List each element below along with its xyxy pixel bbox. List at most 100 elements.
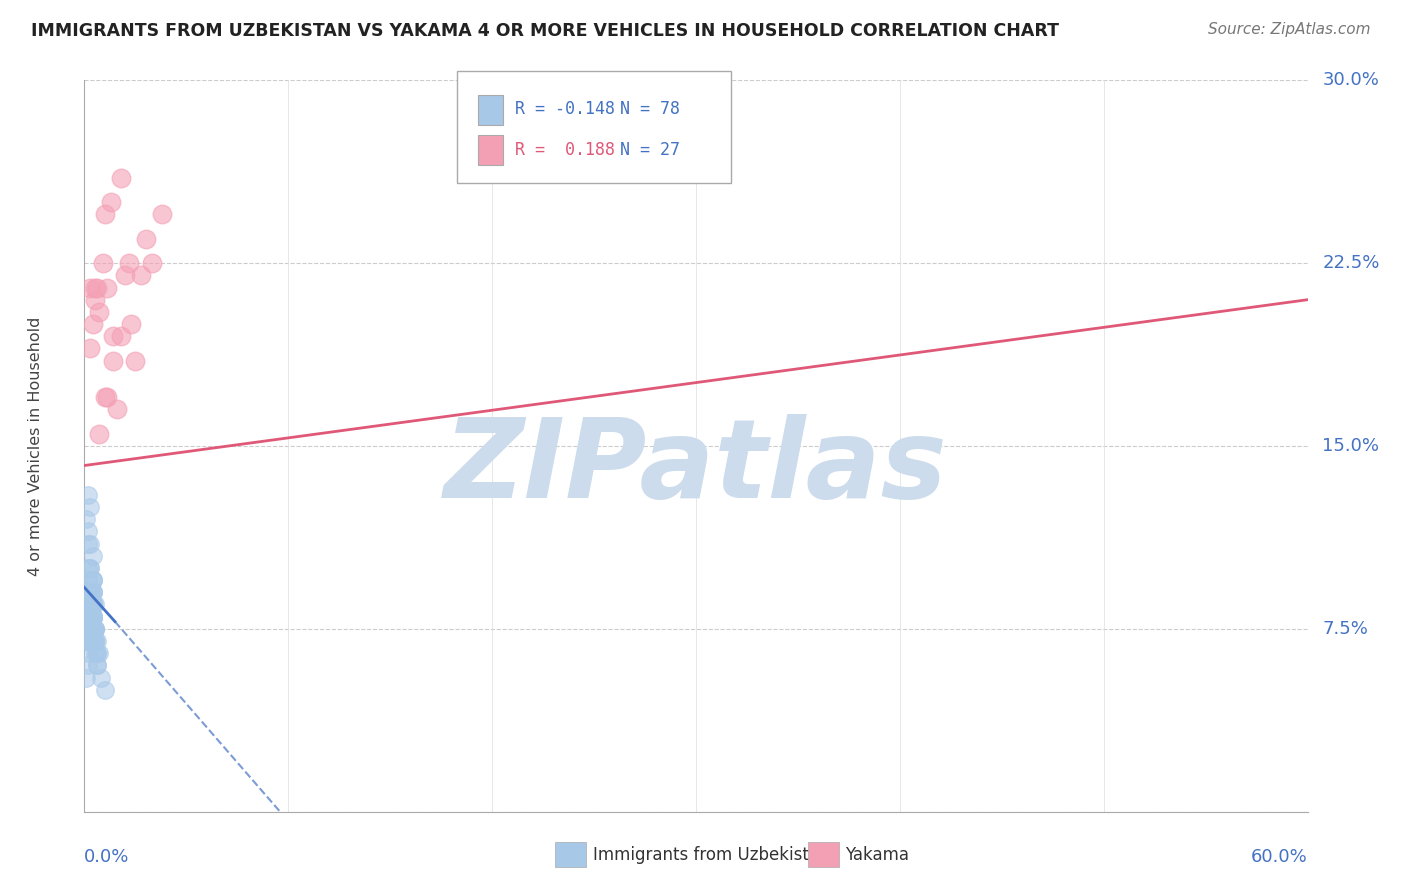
Point (82, 573, 104, 587)
Point (87, 305, 110, 319)
Point (79, 500, 101, 514)
Point (77, 609, 100, 624)
Point (82, 585, 104, 599)
Point (82, 609, 104, 624)
Point (82, 573, 104, 587)
Text: R = -0.148: R = -0.148 (515, 100, 614, 118)
Point (86, 634, 108, 648)
Point (79, 609, 101, 624)
Point (93, 207, 115, 221)
Text: 60.0%: 60.0% (1251, 848, 1308, 866)
Point (79, 622, 101, 636)
Point (83, 622, 105, 636)
Point (77, 609, 100, 624)
Point (83, 634, 105, 648)
Point (75, 598, 97, 612)
Point (77, 646, 100, 660)
Point (77, 573, 100, 587)
Point (83, 634, 105, 648)
Point (79, 609, 101, 624)
Text: 0.0%: 0.0% (84, 848, 129, 866)
Text: Immigrants from Uzbekistan: Immigrants from Uzbekistan (593, 846, 830, 863)
Point (77, 634, 100, 648)
Point (75, 512, 97, 526)
Point (82, 585, 104, 599)
Point (77, 488, 100, 502)
Text: R =  0.188: R = 0.188 (515, 141, 614, 159)
Point (83, 634, 105, 648)
Point (79, 598, 101, 612)
Point (77, 634, 100, 648)
Point (75, 671, 97, 685)
Point (82, 549, 104, 563)
Point (79, 561, 101, 575)
Point (86, 280, 108, 294)
Point (86, 646, 108, 660)
Point (86, 658, 108, 673)
Point (141, 256, 163, 270)
Point (110, 329, 132, 343)
Point (77, 536, 100, 550)
Point (93, 390, 115, 404)
Text: 15.0%: 15.0% (1322, 437, 1379, 455)
Point (77, 524, 100, 539)
Point (79, 585, 101, 599)
Point (82, 609, 104, 624)
Point (82, 622, 104, 636)
Text: IMMIGRANTS FROM UZBEKISTAN VS YAKAMA 4 OR MORE VEHICLES IN HOUSEHOLD CORRELATION: IMMIGRANTS FROM UZBEKISTAN VS YAKAMA 4 O… (31, 22, 1059, 40)
Point (110, 170, 132, 185)
Point (82, 598, 104, 612)
Point (87, 646, 110, 660)
Point (120, 317, 142, 331)
Point (118, 256, 141, 270)
Point (79, 342, 101, 356)
Point (124, 353, 146, 368)
Point (86, 658, 108, 673)
Point (105, 402, 128, 417)
Point (100, 195, 122, 210)
Point (83, 646, 105, 660)
Point (77, 585, 100, 599)
Point (79, 585, 101, 599)
Point (77, 634, 100, 648)
Point (101, 353, 124, 368)
Point (77, 622, 100, 636)
Point (77, 634, 100, 648)
Point (79, 585, 101, 599)
Point (82, 598, 104, 612)
Point (82, 609, 104, 624)
Point (82, 598, 104, 612)
Text: N = 78: N = 78 (620, 100, 681, 118)
Text: 7.5%: 7.5% (1322, 620, 1368, 638)
Point (77, 634, 100, 648)
Text: 4 or more Vehicles in Household: 4 or more Vehicles in Household (28, 317, 44, 575)
Point (101, 329, 124, 343)
Point (83, 293, 105, 307)
Point (131, 268, 153, 283)
Point (96, 280, 118, 294)
Point (82, 573, 104, 587)
Text: 22.5%: 22.5% (1322, 254, 1379, 272)
Text: ZIPatlas: ZIPatlas (444, 415, 948, 522)
Point (87, 426, 110, 441)
Point (90, 671, 112, 685)
Text: Yakama: Yakama (845, 846, 910, 863)
Point (75, 609, 97, 624)
Point (79, 598, 101, 612)
Point (77, 634, 100, 648)
Point (82, 609, 104, 624)
Point (79, 585, 101, 599)
Point (82, 622, 104, 636)
Point (77, 658, 100, 673)
Point (77, 585, 100, 599)
Point (77, 561, 100, 575)
Point (82, 609, 104, 624)
Point (82, 585, 104, 599)
Point (79, 280, 101, 294)
Point (83, 280, 105, 294)
Point (79, 598, 101, 612)
Point (79, 536, 101, 550)
Text: 30.0%: 30.0% (1322, 71, 1379, 89)
Point (82, 609, 104, 624)
Point (82, 598, 104, 612)
